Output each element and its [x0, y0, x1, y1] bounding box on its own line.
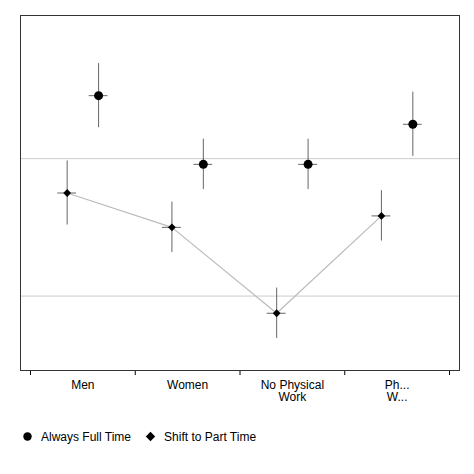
html-text:Always Full Time: Always Full Time [41, 429, 131, 444]
svg-text:No PhysicalWork: No PhysicalWork [261, 378, 324, 404]
svg-text:Ph...W...: Ph...W... [385, 378, 410, 404]
svg-text:Men: Men [71, 378, 94, 392]
html-text:Shift to Part Time: Shift to Part Time [164, 429, 257, 444]
svg-text:Women: Women [167, 378, 208, 392]
